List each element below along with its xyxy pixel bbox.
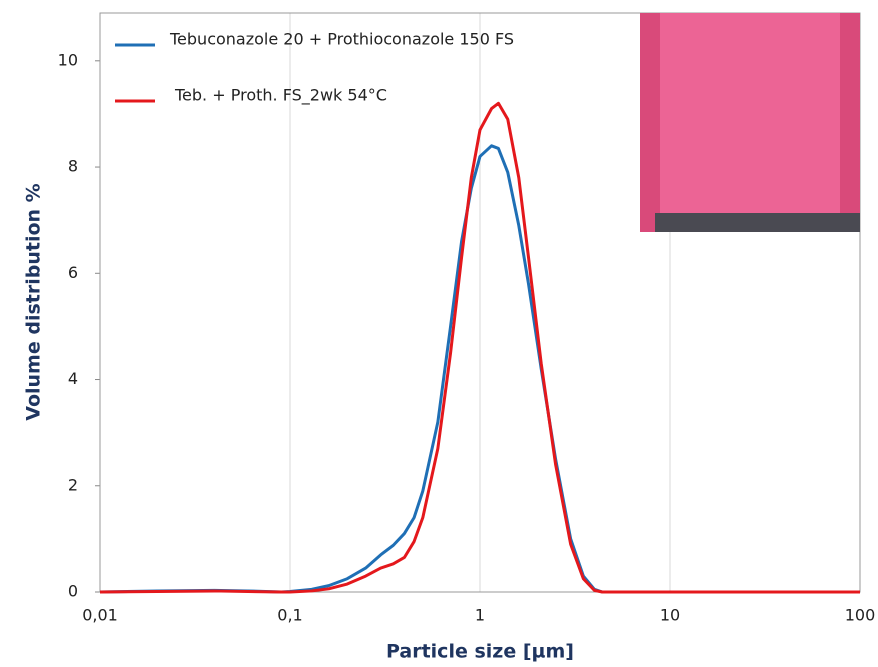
x-tick-label: 10: [660, 606, 680, 625]
legend-label: Teb. + Proth. FS_2wk 54°C: [174, 86, 387, 106]
y-tick-label: 0: [68, 582, 78, 601]
x-axis-title: Particle size [µm]: [386, 641, 574, 663]
legend-label: Tebuconazole 20 + Prothioconazole 150 FS: [169, 30, 514, 49]
x-tick-label: 100: [845, 606, 876, 625]
plot-frame: [99, 12, 861, 593]
x-tick-label: 0,01: [82, 606, 118, 625]
series-line: [99, 101, 860, 594]
y-tick-label: 8: [68, 157, 78, 176]
y-tick-label: 10: [58, 50, 78, 69]
x-tick-label: 1: [475, 606, 485, 625]
y-tick-label: 4: [68, 369, 78, 388]
inset-photo-base: [655, 213, 860, 232]
y-tick-label: 6: [68, 263, 78, 282]
y-axis-title: Volume distribution %: [23, 183, 45, 420]
x-tick-label: 0,1: [277, 606, 302, 625]
inset-photo-highlight: [660, 13, 840, 213]
y-tick-label: 2: [68, 475, 78, 494]
